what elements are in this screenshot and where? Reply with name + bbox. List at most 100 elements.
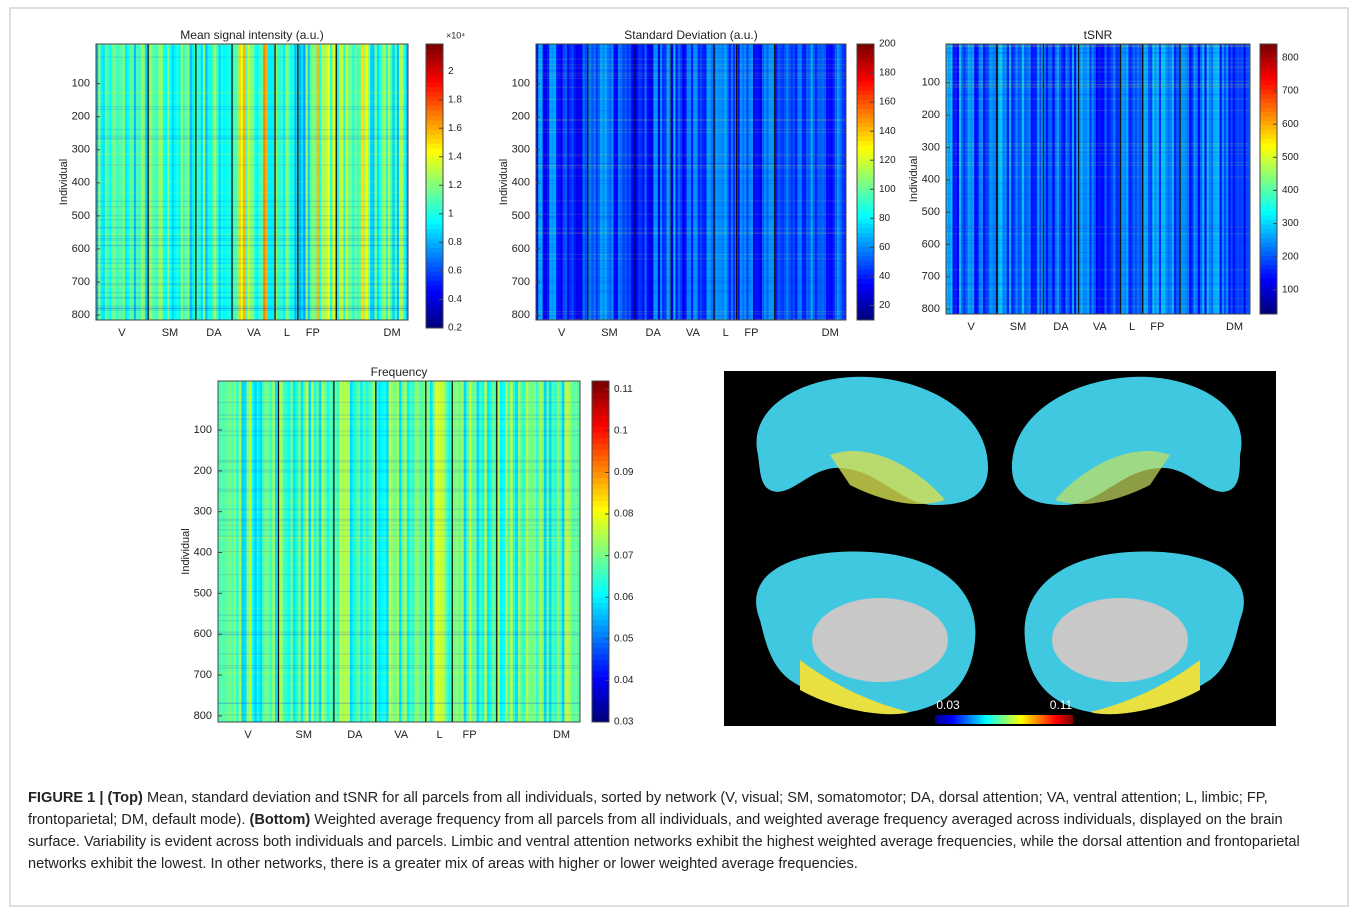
- colorbar-segment: [426, 110, 443, 115]
- heatmap-row-noise: [218, 608, 580, 609]
- colorbar-segment: [592, 421, 609, 427]
- heatmap-row-noise: [946, 81, 1250, 82]
- colorbar-segment: [857, 95, 874, 100]
- y-tick-label: 700: [512, 276, 530, 288]
- y-tick-label: 300: [922, 141, 940, 153]
- colorbar-segment: [857, 269, 874, 274]
- heatmap-row-noise: [218, 529, 580, 530]
- heatmap-row-noise: [218, 632, 580, 633]
- heatmap-row-noise: [536, 59, 846, 60]
- colorbar-segment: [592, 495, 609, 501]
- heatmap-row-noise: [946, 198, 1250, 199]
- heatmap-row-noise: [218, 418, 580, 419]
- colorbar-segment: [592, 563, 609, 569]
- colorbar-segment: [426, 82, 443, 87]
- colorbar-segment: [857, 173, 874, 178]
- x-category-label: L: [284, 327, 290, 339]
- heatmap-row-noise: [536, 64, 846, 65]
- colorbar-segment: [426, 68, 443, 73]
- heatmap-row-noise: [218, 430, 580, 431]
- x-category-label: V: [558, 327, 566, 339]
- colorbar-segment: [1260, 170, 1277, 175]
- y-tick-label: 300: [72, 144, 90, 156]
- colorbar-segment: [1260, 166, 1277, 171]
- colorbar-segment: [426, 309, 443, 314]
- colorbar-tick-label: 0.07: [614, 550, 634, 561]
- heatmap-row-noise: [96, 140, 408, 141]
- colorbar-segment: [857, 237, 874, 242]
- colorbar-segment: [426, 257, 443, 262]
- colorbar-segment: [1260, 224, 1277, 229]
- colorbar-segment: [1260, 76, 1277, 81]
- colorbar-segment: [1260, 116, 1277, 121]
- colorbar-segment: [857, 306, 874, 311]
- colorbar-segment: [592, 455, 609, 461]
- colorbar-segment: [857, 242, 874, 247]
- colorbar-segment: [426, 214, 443, 219]
- heatmap-row-noise: [96, 286, 408, 287]
- colorbar-segment: [426, 63, 443, 68]
- heatmap-row-noise: [946, 243, 1250, 244]
- x-category-label: DA: [646, 327, 662, 339]
- x-category-label: DM: [822, 327, 839, 339]
- colorbar-tick-label: 1.4: [448, 151, 462, 162]
- x-category-label: VA: [247, 327, 262, 339]
- y-axis-label: Individual: [498, 159, 510, 205]
- colorbar-segment: [1260, 211, 1277, 216]
- colorbar-segment: [592, 677, 609, 683]
- heatmap-row-noise: [946, 306, 1250, 307]
- heatmap-row-noise: [946, 152, 1250, 153]
- y-tick-label: 500: [512, 210, 530, 222]
- colorbar-segment: [857, 58, 874, 63]
- heatmap-row-noise: [218, 550, 580, 551]
- colorbar-segment: [857, 292, 874, 297]
- colorbar-segment: [426, 262, 443, 267]
- colorbar-segment: [592, 444, 609, 450]
- heatmap-row-noise: [946, 274, 1250, 275]
- heatmap-row-noise: [946, 227, 1250, 228]
- colorbar-segment: [592, 546, 609, 552]
- heatmap-row-noise: [536, 249, 846, 250]
- colorbar-segment: [1260, 139, 1277, 144]
- heatmap-row-noise: [946, 225, 1250, 226]
- heatmap-row-noise: [536, 57, 846, 58]
- colorbar-segment: [426, 276, 443, 281]
- colorbar-segment: [1260, 152, 1277, 157]
- colorbar-tick-label: 0.6: [448, 266, 462, 277]
- colorbar-segment: [1260, 265, 1277, 270]
- colorbar-segment: [1260, 85, 1277, 90]
- heatmap-panel: [218, 381, 580, 722]
- heatmap-row-noise: [96, 57, 408, 58]
- colorbar-segment: [592, 637, 609, 643]
- colorbar-segment: [426, 304, 443, 309]
- heatmap-row-noise: [536, 48, 846, 49]
- heatmap-row-noise: [96, 192, 408, 193]
- colorbar-segment: [857, 233, 874, 238]
- colorbar-segment: [857, 256, 874, 261]
- heatmap-row-noise: [218, 461, 580, 462]
- colorbar-segment: [592, 671, 609, 677]
- colorbar-segment: [1260, 305, 1277, 310]
- y-tick-label: 200: [922, 109, 940, 121]
- heatmap-row-noise: [536, 78, 846, 79]
- x-category-label: SM: [1010, 321, 1027, 333]
- y-tick-label: 100: [922, 77, 940, 89]
- heatmap-row-noise: [218, 540, 580, 541]
- colorbar-segment: [1260, 215, 1277, 220]
- panel-title: tSNR: [1084, 28, 1113, 42]
- heatmap-row-noise: [536, 165, 846, 166]
- colorbar-segment: [426, 248, 443, 253]
- heatmap-row-noise: [96, 266, 408, 267]
- colorbar-tick-label: 0.2: [448, 323, 462, 334]
- heatmap-row-noise: [218, 620, 580, 621]
- heatmap-row-noise: [536, 268, 846, 269]
- colorbar-segment: [592, 404, 609, 410]
- colorbar-segment: [592, 392, 609, 398]
- heatmap-row-noise: [96, 129, 408, 130]
- colorbar-segment: [426, 186, 443, 191]
- heatmap-row-noise: [96, 139, 408, 140]
- colorbar-segment: [592, 500, 609, 506]
- heatmap-row-noise: [96, 243, 408, 244]
- x-category-label: DM: [553, 729, 570, 741]
- heatmap-row-noise: [536, 290, 846, 291]
